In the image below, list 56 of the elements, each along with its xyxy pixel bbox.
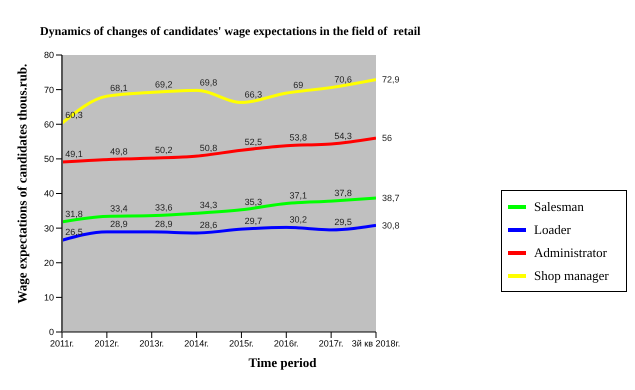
legend-label: Salesman — [534, 198, 584, 214]
x-tick-label: 2016г. — [274, 338, 299, 348]
data-label: 69,8 — [200, 77, 218, 88]
data-label: 26,5 — [65, 227, 83, 238]
x-tick-label: 2015г. — [229, 338, 254, 348]
data-label: 38,7 — [382, 193, 400, 203]
data-label: 31,8 — [65, 208, 83, 219]
y-tick-label: 40 — [44, 188, 54, 199]
y-tick-label: 60 — [44, 119, 54, 130]
y-tick-label: 0 — [48, 327, 54, 338]
data-label: 37,8 — [334, 188, 352, 198]
x-tick-label: 2017г. — [318, 338, 344, 348]
y-tick-label: 20 — [44, 258, 54, 268]
data-label: 72,9 — [382, 74, 400, 85]
data-label: 33,6 — [154, 202, 172, 213]
data-label: 30,2 — [290, 214, 308, 224]
chart-title: Dynamics of changes of candidates' wage expectations in the field of retail — [40, 24, 420, 39]
data-label: 35,3 — [244, 196, 262, 207]
data-label: 33,4 — [110, 203, 128, 214]
y-tick-label: 70 — [44, 84, 54, 95]
data-label: 49,8 — [110, 146, 128, 157]
y-tick-label: 10 — [44, 292, 54, 303]
data-label: 50,8 — [200, 143, 218, 154]
data-label: 56 — [382, 133, 392, 144]
x-axis-title: Time period — [248, 355, 316, 370]
x-tick-label: 2011г. — [50, 338, 74, 348]
data-label: 70,6 — [334, 74, 352, 85]
x-tick-label: 2013г. — [139, 338, 164, 348]
data-label: 28,9 — [154, 218, 172, 229]
data-label: 29,7 — [244, 216, 262, 226]
x-tick-label: 2012г. — [94, 338, 120, 348]
data-label: 29,5 — [334, 216, 352, 227]
data-label: 34,3 — [200, 200, 218, 210]
y-tick-label: 80 — [44, 50, 54, 60]
y-tick-label: 30 — [44, 223, 54, 234]
data-label: 50,2 — [154, 145, 172, 156]
y-axis-title: Wage expectations of candidates thous.rub. — [14, 64, 30, 304]
data-label: 37,1 — [290, 190, 308, 201]
line-series — [62, 78, 376, 125]
data-label: 54,3 — [334, 130, 352, 141]
data-label: 69 — [293, 80, 304, 90]
data-label: 66,3 — [244, 89, 262, 100]
data-label: 28,6 — [200, 220, 218, 230]
legend-label: Loader — [534, 222, 571, 238]
x-tick-label: 2014г. — [184, 338, 209, 348]
data-label: 53,8 — [290, 132, 308, 143]
data-label: 49,1 — [65, 148, 83, 159]
x-tick-label: 3й кв 2018г. — [352, 338, 400, 348]
legend-label: Shop manager — [534, 268, 609, 284]
data-label: 28,9 — [110, 218, 128, 229]
data-label: 69,2 — [154, 79, 172, 90]
y-tick-label: 50 — [44, 154, 54, 164]
data-label: 68,1 — [110, 83, 128, 94]
data-label: 52,5 — [244, 137, 262, 148]
data-label: 30,8 — [382, 220, 400, 230]
legend-label: Administrator — [534, 244, 607, 260]
